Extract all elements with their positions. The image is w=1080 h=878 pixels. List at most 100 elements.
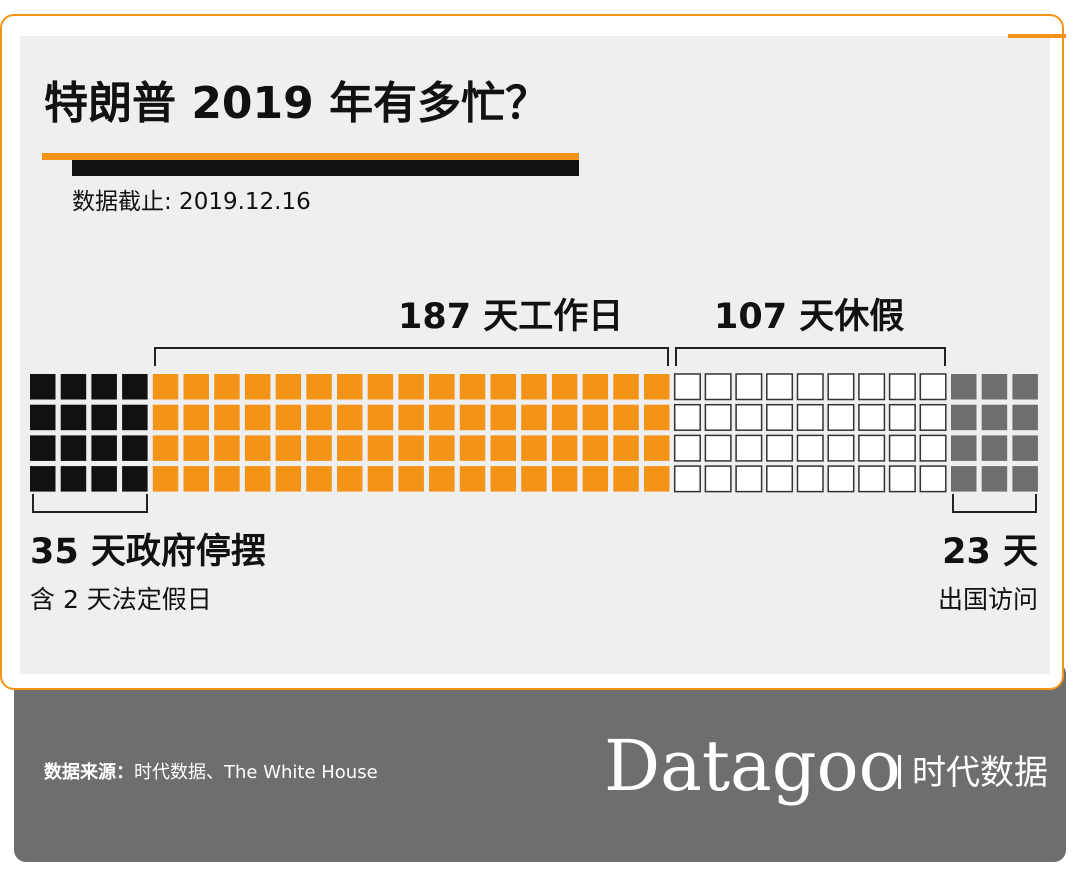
title-underline-orange: [42, 153, 579, 160]
waffle-cell-vacation: [766, 403, 794, 431]
waffle-cell-workdays: [306, 374, 332, 400]
waffle-cell-vacation: [704, 434, 732, 462]
waffle-cell-workdays: [521, 435, 547, 461]
waffle-cell-abroad: [951, 466, 977, 492]
waffle-cell-workdays: [582, 435, 609, 461]
waffle-cell-workdays: [613, 435, 639, 461]
waffle-cell-vacation: [766, 434, 794, 462]
waffle-cell-abroad: [981, 466, 1008, 492]
waffle-cell-vacation: [919, 465, 947, 493]
waffle-cell-shutdown: [30, 466, 56, 492]
waffle-cell-workdays: [551, 404, 578, 431]
waffle-cell-workdays: [582, 404, 609, 431]
waffle-cell-shutdown: [60, 466, 87, 492]
waffle-cell-abroad: [1012, 435, 1038, 461]
waffle-cell-workdays: [367, 466, 394, 492]
waffle-cell-workdays: [337, 374, 363, 400]
waffle-cell-workdays: [429, 374, 455, 400]
waffle-cell-workdays: [644, 466, 670, 492]
waffle-cell-workdays: [459, 404, 486, 431]
waffle-cell-workdays: [275, 374, 302, 400]
waffle-cell-vacation: [735, 465, 763, 493]
waffle-cell-workdays: [152, 466, 179, 492]
waffle-cell-vacation: [673, 373, 701, 401]
shutdown-note: 含 2 天法定假日: [30, 585, 212, 614]
waffle-cell-workdays: [490, 374, 516, 400]
waffle-cell-abroad: [981, 435, 1008, 461]
source-value: 时代数据、The White House: [134, 762, 378, 783]
waffle-cell-vacation: [858, 403, 886, 431]
waffle-cell-workdays: [306, 466, 332, 492]
waffle-cell-workdays: [152, 435, 179, 461]
waffle-cell-workdays: [183, 404, 209, 431]
waffle-cell-workdays: [644, 404, 670, 431]
waffle-cell-abroad: [951, 374, 977, 400]
waffle-cell-abroad: [1012, 466, 1038, 492]
waffle-cell-workdays: [275, 466, 302, 492]
waffle-cell-vacation: [704, 373, 732, 401]
waffle-cell-workdays: [367, 435, 394, 461]
waffle-cell-vacation: [888, 403, 916, 431]
waffle-cell-vacation: [888, 434, 916, 462]
waffle-cell-vacation: [735, 373, 763, 401]
waffle-cell-workdays: [582, 374, 609, 400]
waffle-cell-abroad: [1012, 374, 1038, 400]
waffle-cell-shutdown: [30, 435, 56, 461]
waffle-cell-vacation: [796, 373, 824, 401]
waffle-cell-workdays: [551, 435, 578, 461]
waffle-cell-workdays: [459, 466, 486, 492]
waffle-cell-workdays: [367, 404, 394, 431]
waffle-cell-shutdown: [91, 466, 117, 492]
waffle-cell-abroad: [981, 404, 1008, 431]
waffle-cell-vacation: [827, 465, 855, 493]
waffle-cell-vacation: [796, 434, 824, 462]
waffle-cell-shutdown: [30, 374, 56, 400]
waffle-cell-workdays: [459, 374, 486, 400]
waffle-cell-vacation: [735, 434, 763, 462]
waffle-cell-workdays: [214, 374, 240, 400]
workdays-label: 187 天工作日: [398, 297, 624, 337]
title-underline-black: [72, 160, 579, 176]
waffle-cell-workdays: [521, 466, 547, 492]
waffle-cell-workdays: [183, 466, 209, 492]
waffle-cell-shutdown: [122, 435, 148, 461]
waffle-cell-shutdown: [91, 374, 117, 400]
waffle-cell-vacation: [858, 465, 886, 493]
waffle-cell-abroad: [951, 435, 977, 461]
waffle-cell-workdays: [398, 374, 424, 400]
waffle-cell-workdays: [613, 466, 639, 492]
waffle-cell-vacation: [888, 373, 916, 401]
waffle-cell-vacation: [673, 434, 701, 462]
waffle-cell-workdays: [244, 466, 271, 492]
waffle-cell-workdays: [244, 404, 271, 431]
waffle-cell-workdays: [183, 374, 209, 400]
waffle-cell-workdays: [490, 435, 516, 461]
waffle-cell-vacation: [919, 403, 947, 431]
waffle-cell-vacation: [673, 465, 701, 493]
vacation-label: 107 天休假: [714, 297, 905, 337]
abroad-label: 23 天: [942, 532, 1038, 572]
waffle-cell-vacation: [858, 373, 886, 401]
waffle-cell-shutdown: [91, 435, 117, 461]
shutdown-label: 35 天政府停摆: [30, 532, 266, 572]
waffle-cell-vacation: [888, 465, 916, 493]
waffle-cell-vacation: [735, 403, 763, 431]
waffle-cell-vacation: [827, 403, 855, 431]
waffle-cell-shutdown: [60, 435, 87, 461]
waffle-cell-workdays: [337, 435, 363, 461]
waffle-cell-workdays: [152, 404, 179, 431]
abroad-note: 出国访问: [937, 585, 1038, 614]
waffle-cell-workdays: [429, 404, 455, 431]
waffle-cell-workdays: [306, 435, 332, 461]
waffle-cell-vacation: [796, 465, 824, 493]
waffle-cell-workdays: [429, 435, 455, 461]
waffle-cell-workdays: [275, 404, 302, 431]
chart-title: 特朗普 2019 年有多忙？: [44, 78, 550, 129]
waffle-cell-shutdown: [91, 404, 117, 431]
waffle-cell-vacation: [673, 403, 701, 431]
waffle-cell-workdays: [490, 404, 516, 431]
source-key: 数据来源：: [44, 762, 134, 783]
waffle-cell-workdays: [613, 374, 639, 400]
data-cutoff-date: 数据截止: 2019.12.16: [72, 189, 311, 215]
